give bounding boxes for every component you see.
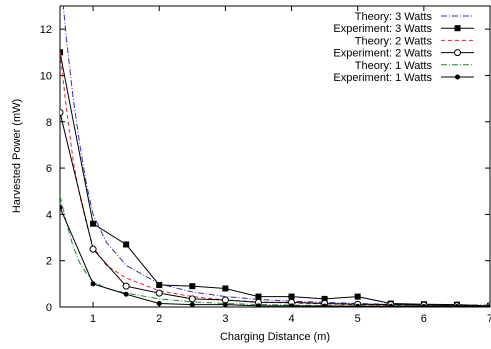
data-point (255, 303, 261, 307)
series-line-3 (60, 52, 490, 307)
data-point (60, 109, 64, 117)
x-tick-label: 2 (156, 313, 162, 325)
data-point (155, 289, 163, 297)
legend-label: Theory: 3 Watts (355, 11, 433, 23)
legend-label: Theory: 1 Watts (355, 60, 433, 72)
x-tick-label: 5 (355, 313, 361, 325)
data-point (122, 282, 130, 290)
data-point (60, 49, 63, 56)
data-point (222, 302, 228, 307)
y-tick-label: 2 (46, 256, 52, 268)
legend-marker (455, 74, 460, 80)
y-tick-label: 12 (40, 24, 52, 36)
y-tick-label: 6 (46, 163, 52, 175)
data-point (156, 282, 163, 289)
legend-marker (454, 49, 461, 57)
legend-marker (454, 25, 461, 32)
series-line-5 (60, 195, 490, 307)
data-point (189, 302, 195, 307)
y-tick-label: 10 (40, 70, 52, 82)
data-point (89, 245, 97, 253)
legend-label: Experiment: 1 Watts (333, 72, 432, 84)
data-point (289, 303, 295, 307)
data-point (123, 291, 129, 297)
data-point (288, 293, 295, 300)
data-point (156, 301, 162, 307)
series-line-4 (60, 112, 490, 307)
data-point (123, 241, 130, 248)
x-axis-label: Charging Distance (m) (220, 331, 330, 343)
y-axis-label: Harvested Power (mW) (11, 99, 23, 213)
data-point (90, 281, 96, 287)
data-point (222, 285, 229, 292)
plot-frame (59, 5, 491, 308)
data-point (388, 303, 394, 307)
legend-label: Theory: 2 Watts (355, 35, 433, 47)
data-point (60, 204, 63, 210)
x-tick-label: 1 (90, 313, 96, 325)
data-point (221, 296, 229, 304)
legend-label: Experiment: 2 Watts (333, 48, 432, 60)
x-tick-label: 7 (487, 313, 491, 325)
data-point (487, 304, 490, 307)
x-tick-label: 3 (222, 313, 228, 325)
legend-label: Experiment: 3 Watts (333, 23, 432, 35)
data-point (322, 303, 328, 307)
data-point (454, 304, 460, 307)
y-tick-label: 4 (46, 209, 52, 221)
data-point (321, 295, 328, 302)
y-tick-label: 0 (46, 302, 52, 314)
x-tick-label: 6 (421, 313, 427, 325)
series-line-2 (60, 52, 490, 307)
y-tick-label: 8 (46, 117, 52, 129)
series-line-6 (60, 207, 490, 307)
data-point (354, 293, 361, 300)
data-point (189, 283, 196, 290)
data-point (255, 293, 262, 300)
data-point (90, 220, 97, 227)
x-tick-label: 4 (288, 313, 294, 325)
data-point (355, 303, 361, 307)
data-point (188, 295, 196, 303)
data-point (421, 304, 427, 307)
